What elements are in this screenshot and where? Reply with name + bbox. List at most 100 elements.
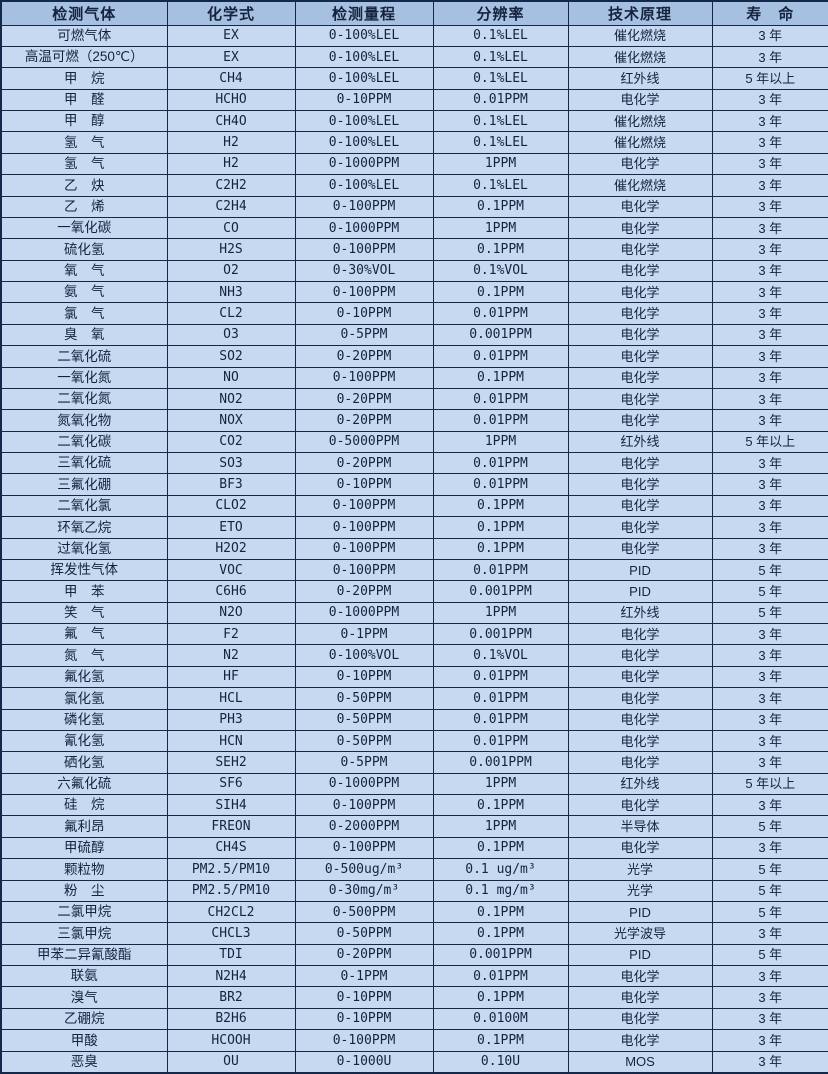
range-cell: 0-500ug/m³ — [294, 858, 434, 881]
formula-cell: PM2.5/PM10 — [166, 858, 296, 881]
lifespan-cell: 5 年以上 — [711, 430, 828, 454]
table-row: 颗粒物 PM2.5/PM10 0-500ug/m³ 0.1 ug/m³ 光学 5 年 — [0, 858, 828, 881]
range-cell: 0-50PPM — [294, 687, 434, 710]
principle-cell: 电化学 — [567, 494, 713, 518]
principle-cell: 光学波导 — [567, 922, 713, 945]
gas-name-cell: 高温可燃（250℃） — [0, 45, 168, 69]
lifespan-cell: 3 年 — [711, 665, 828, 689]
lifespan-cell: 3 年 — [711, 45, 828, 69]
table-row: 硫化氢 H2S 0-100PPM 0.1PPM 电化学 3 年 — [0, 238, 828, 261]
table-row: 乙硼烷 B2H6 0-10PPM 0.0100M 电化学 3 年 — [0, 1007, 828, 1031]
lifespan-cell: 3 年 — [711, 302, 828, 325]
resolution-cell: 0.1 ug/m³ — [432, 858, 569, 881]
gas-name-cell: 甲酸 — [0, 1029, 168, 1052]
range-cell: 0-100%LEL — [294, 45, 434, 69]
formula-cell: ETO — [166, 516, 296, 539]
range-cell: 0-10PPM — [294, 473, 434, 496]
range-cell: 0-10PPM — [294, 986, 434, 1009]
lifespan-cell: 3 年 — [711, 366, 828, 389]
principle-cell: 电化学 — [567, 1029, 713, 1052]
gas-name-cell: 一氧化碳 — [0, 216, 168, 240]
formula-cell: NO2 — [166, 387, 296, 411]
range-cell: 0-100PPM — [294, 366, 434, 389]
principle-cell: 半导体 — [567, 815, 713, 838]
lifespan-cell: 3 年 — [711, 836, 828, 860]
gas-name-cell: 乙 烯 — [0, 195, 168, 218]
table-row: 氟利昂 FREON 0-2000PPM 1PPM 半导体 5 年 — [0, 815, 828, 838]
gas-name-cell: 甲 醛 — [0, 88, 168, 112]
range-cell: 0-1000PPM — [294, 216, 434, 240]
gas-name-cell: 氮氧化物 — [0, 409, 168, 432]
principle-cell: 催化燃烧 — [567, 24, 713, 47]
principle-cell: 电化学 — [567, 302, 713, 325]
resolution-cell: 0.1PPM — [432, 366, 569, 389]
formula-cell: CO2 — [166, 430, 296, 454]
range-cell: 0-1PPM — [294, 964, 434, 988]
gas-name-cell: 氯 气 — [0, 302, 168, 325]
range-cell: 0-1PPM — [294, 622, 434, 646]
principle-cell: 电化学 — [567, 238, 713, 261]
lifespan-cell: 3 年 — [711, 687, 828, 710]
principle-cell: 电化学 — [567, 986, 713, 1009]
range-cell: 0-5000PPM — [294, 430, 434, 454]
table-row: 氢 气 H2 0-1000PPM 1PPM 电化学 3 年 — [0, 152, 828, 176]
principle-cell: 催化燃烧 — [567, 45, 713, 69]
formula-cell: B2H6 — [166, 1007, 296, 1031]
principle-cell: 电化学 — [567, 387, 713, 411]
principle-cell: 电化学 — [567, 708, 713, 731]
gas-name-cell: 甲 醇 — [0, 109, 168, 133]
principle-cell: 光学 — [567, 858, 713, 881]
lifespan-cell: 3 年 — [711, 109, 828, 133]
formula-cell: CHCL3 — [166, 922, 296, 945]
header-range: 检测量程 — [294, 0, 434, 26]
formula-cell: CH2CL2 — [166, 900, 296, 924]
resolution-cell: 0.01PPM — [432, 729, 569, 753]
header-row: 检测气体 化学式 检测量程 分辨率 技术原理 寿 命 — [0, 0, 828, 26]
formula-cell: F2 — [166, 622, 296, 646]
resolution-cell: 0.1%LEL — [432, 67, 569, 90]
range-cell: 0-20PPM — [294, 387, 434, 411]
lifespan-cell: 3 年 — [711, 922, 828, 945]
principle-cell: 电化学 — [567, 88, 713, 112]
formula-cell: O2 — [166, 259, 296, 283]
lifespan-cell: 3 年 — [711, 751, 828, 774]
formula-cell: FREON — [166, 815, 296, 838]
table-row: 甲酸 HCOOH 0-100PPM 0.1PPM 电化学 3 年 — [0, 1029, 828, 1052]
resolution-cell: 0.1PPM — [432, 986, 569, 1009]
table-row: 氮 气 N2 0-100%VOL 0.1%VOL 电化学 3 年 — [0, 644, 828, 667]
gas-name-cell: 氨 气 — [0, 280, 168, 304]
table-row: 二氧化碳 CO2 0-5000PPM 1PPM 红外线 5 年以上 — [0, 430, 828, 454]
formula-cell: SEH2 — [166, 751, 296, 774]
gas-name-cell: 三氯甲烷 — [0, 922, 168, 945]
table-row: 过氧化氢 H2O2 0-100PPM 0.1PPM 电化学 3 年 — [0, 537, 828, 560]
principle-cell: 红外线 — [567, 67, 713, 90]
resolution-cell: 0.10U — [432, 1050, 569, 1074]
principle-cell: 电化学 — [567, 216, 713, 240]
formula-cell: NO — [166, 366, 296, 389]
principle-cell: 电化学 — [567, 473, 713, 496]
gas-name-cell: 粉 尘 — [0, 879, 168, 902]
principle-cell: 电化学 — [567, 280, 713, 304]
principle-cell: 电化学 — [567, 537, 713, 560]
formula-cell: HCHO — [166, 88, 296, 112]
table-row: 氨 气 NH3 0-100PPM 0.1PPM 电化学 3 年 — [0, 280, 828, 304]
formula-cell: BR2 — [166, 986, 296, 1009]
gas-name-cell: 臭 氧 — [0, 323, 168, 347]
range-cell: 0-5PPM — [294, 751, 434, 774]
gas-name-cell: 氧 气 — [0, 259, 168, 283]
table-row: 甲 苯 C6H6 0-20PPM 0.001PPM PID 5 年 — [0, 580, 828, 603]
resolution-cell: 0.1PPM — [432, 537, 569, 560]
table-row: 三氟化硼 BF3 0-10PPM 0.01PPM 电化学 3 年 — [0, 473, 828, 496]
table-row: 甲 烷 CH4 0-100%LEL 0.1%LEL 红外线 5 年以上 — [0, 67, 828, 90]
gas-name-cell: 氟化氢 — [0, 665, 168, 689]
gas-name-cell: 氢 气 — [0, 131, 168, 154]
range-cell: 0-2000PPM — [294, 815, 434, 838]
resolution-cell: 0.001PPM — [432, 323, 569, 347]
range-cell: 0-100PPM — [294, 238, 434, 261]
resolution-cell: 0.1PPM — [432, 793, 569, 817]
range-cell: 0-1000PPM — [294, 601, 434, 625]
resolution-cell: 1PPM — [432, 216, 569, 240]
resolution-cell: 0.01PPM — [432, 88, 569, 112]
gas-name-cell: 硫化氢 — [0, 238, 168, 261]
